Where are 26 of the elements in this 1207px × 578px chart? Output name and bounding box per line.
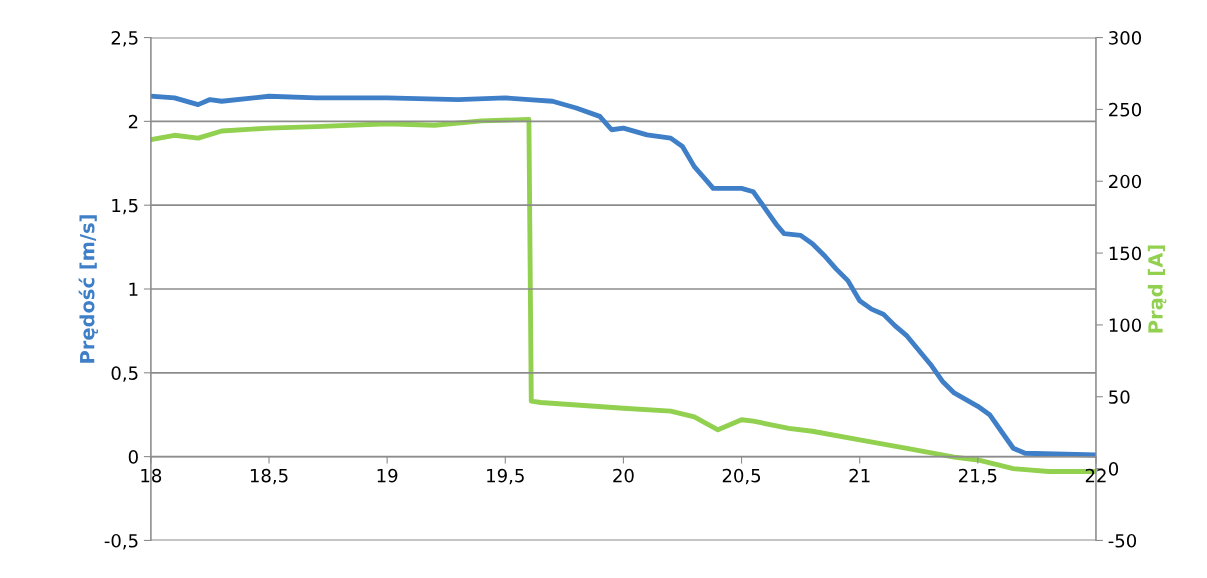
y2-tick-label: 150 [1109, 246, 1142, 261]
x-tick-label: 20,5 [722, 468, 761, 485]
x-tick-label: 18,5 [250, 468, 288, 485]
x-tick-label: 20 [613, 468, 634, 483]
y-tick-label: -0,5 [104, 533, 138, 550]
x-tick-label: 19 [377, 468, 398, 483]
y-axis-title: Prędość [m/s] [78, 215, 99, 363]
y-tick-label: 0 [128, 450, 138, 464]
y2-tick-label: 100 [1109, 318, 1142, 333]
y-tick-label: 1 [129, 282, 138, 296]
y2-tick-label: 50 [1109, 390, 1130, 404]
y2-tick-label: 0 [1108, 462, 1119, 476]
y2-tick-label: 250 [1109, 102, 1142, 117]
y2-tick-label: 300 [1109, 31, 1142, 45]
x-tick-label: 22 [1085, 468, 1106, 483]
y-tick-label: 0,5 [111, 366, 138, 382]
y2-tick-label: 200 [1109, 174, 1142, 189]
x-tick-label: 19,5 [487, 468, 524, 485]
y2-tick-label: -50 [1108, 533, 1137, 548]
y2-axis-title: Prąd [A] [1147, 245, 1167, 333]
x-tick-label: 21,5 [959, 468, 997, 485]
x-tick-label: 18 [141, 468, 162, 483]
y-tick-label: 2,5 [111, 31, 138, 47]
y-tick-label: 1,5 [112, 198, 138, 215]
x-tick-label: 21 [849, 468, 870, 483]
y-tick-label: 2 [128, 114, 138, 129]
